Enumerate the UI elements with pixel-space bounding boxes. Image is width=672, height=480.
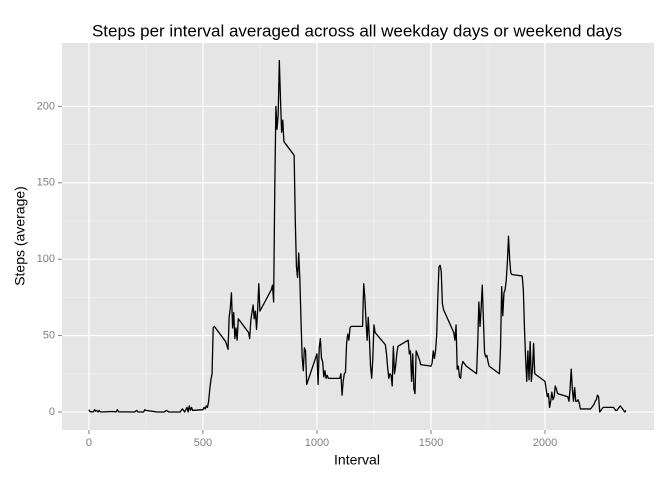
y-tick-label: 200 bbox=[37, 100, 55, 112]
x-tick-label: 500 bbox=[194, 437, 212, 449]
y-axis-label: Steps (average) bbox=[12, 186, 28, 286]
y-tick-label: 150 bbox=[37, 177, 55, 189]
chart-title: Steps per interval averaged across all w… bbox=[92, 21, 622, 40]
x-tick-label: 0 bbox=[86, 437, 92, 449]
grid bbox=[62, 43, 654, 430]
x-tick-label: 1000 bbox=[305, 437, 329, 449]
y-tick-label: 50 bbox=[43, 329, 55, 341]
y-tick-label: 0 bbox=[49, 406, 55, 418]
x-tick-label: 1500 bbox=[419, 437, 443, 449]
y-tick-label: 100 bbox=[37, 253, 55, 265]
panel bbox=[62, 43, 654, 430]
line bbox=[88, 59, 627, 413]
x-axis-label: Interval bbox=[334, 452, 380, 468]
x-tick-label: 2000 bbox=[533, 437, 557, 449]
